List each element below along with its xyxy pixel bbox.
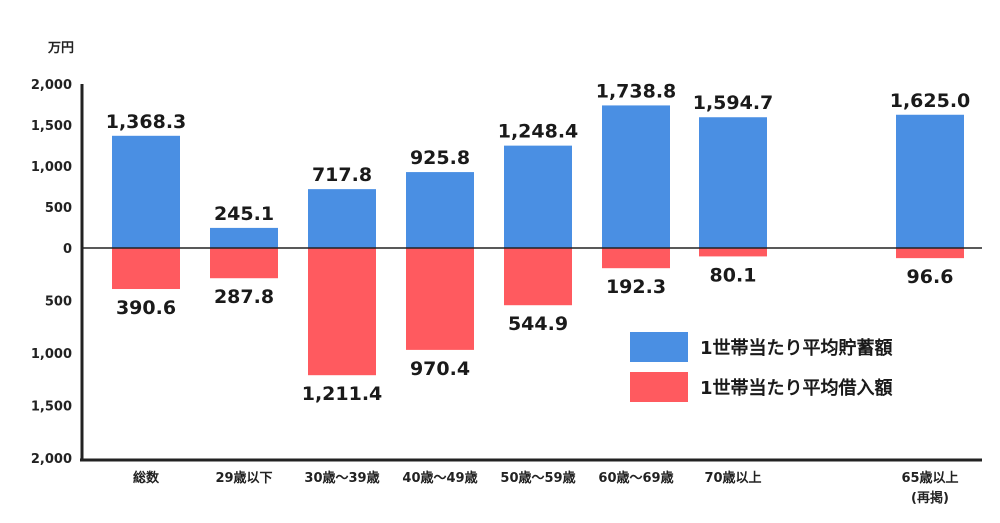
legend-swatch-savings (630, 332, 688, 362)
debt-bar (504, 248, 572, 306)
savings-bar (210, 227, 278, 248)
debt-value-label: 970.4 (410, 358, 470, 380)
legend: 1世帯当たり平均貯蓄額 1世帯当たり平均借入額 (630, 330, 893, 410)
debt-bar (699, 248, 767, 257)
savings-value-label: 925.8 (410, 147, 470, 169)
legend-label-debt: 1世帯当たり平均借入額 (700, 378, 893, 399)
savings-bar (112, 135, 180, 248)
y-tick-label: 2,000 (31, 78, 72, 93)
legend-swatch-debt (630, 372, 688, 402)
y-tick-label: 1,000 (31, 347, 72, 362)
savings-bar (504, 145, 572, 248)
category-sublabel: (再掲) (911, 490, 949, 506)
debt-bar (602, 248, 670, 269)
debt-bar (210, 248, 278, 279)
category-label: 総数 (133, 470, 160, 486)
savings-bar (896, 114, 964, 248)
category-label: 50歳～59歳 (500, 470, 575, 486)
debt-bar (112, 248, 180, 290)
legend-label-savings: 1世帯当たり平均貯蓄額 (700, 338, 893, 359)
y-tick-label: 500 (45, 295, 72, 310)
savings-value-label: 717.8 (312, 164, 372, 186)
savings-value-label: 1,368.3 (106, 111, 187, 133)
savings-value-label: 1,248.4 (498, 121, 579, 143)
debt-value-label: 96.6 (907, 266, 954, 288)
y-tick-label: 1,500 (31, 400, 72, 415)
debt-value-label: 1,211.4 (302, 383, 383, 405)
savings-bar (602, 105, 670, 249)
savings-bar (308, 189, 376, 248)
category-label: 40歳～49歳 (402, 470, 477, 486)
savings-value-label: 1,625.0 (890, 90, 971, 112)
y-tick-label: 0 (63, 242, 72, 257)
category-label: 29歳以下 (215, 470, 272, 486)
category-label: 65歳以上 (901, 470, 958, 486)
debt-bar (406, 248, 474, 350)
savings-value-label: 245.1 (214, 203, 274, 225)
category-label: 60歳～69歳 (598, 470, 673, 486)
legend-item-debt: 1世帯当たり平均借入額 (630, 370, 893, 404)
savings-bar (406, 172, 474, 248)
legend-item-savings: 1世帯当たり平均貯蓄額 (630, 330, 893, 364)
savings-value-label: 1,594.7 (693, 92, 774, 114)
debt-bar (308, 248, 376, 376)
savings-value-label: 1,738.8 (596, 80, 677, 102)
debt-value-label: 287.8 (214, 286, 274, 308)
category-label: 30歳～39歳 (304, 470, 379, 486)
y-unit-label: 万円 (47, 41, 74, 56)
debt-bar (896, 248, 964, 259)
y-tick-label: 500 (45, 201, 72, 216)
savings-bar (699, 117, 767, 249)
y-tick-label: 1,500 (31, 119, 72, 134)
debt-value-label: 192.3 (606, 276, 666, 298)
y-tick-label: 1,000 (31, 160, 72, 175)
category-label: 70歳以上 (704, 470, 761, 486)
debt-value-label: 80.1 (710, 264, 757, 286)
y-tick-label: 2,000 (31, 452, 72, 467)
debt-value-label: 390.6 (116, 297, 176, 319)
debt-value-label: 544.9 (508, 313, 568, 335)
